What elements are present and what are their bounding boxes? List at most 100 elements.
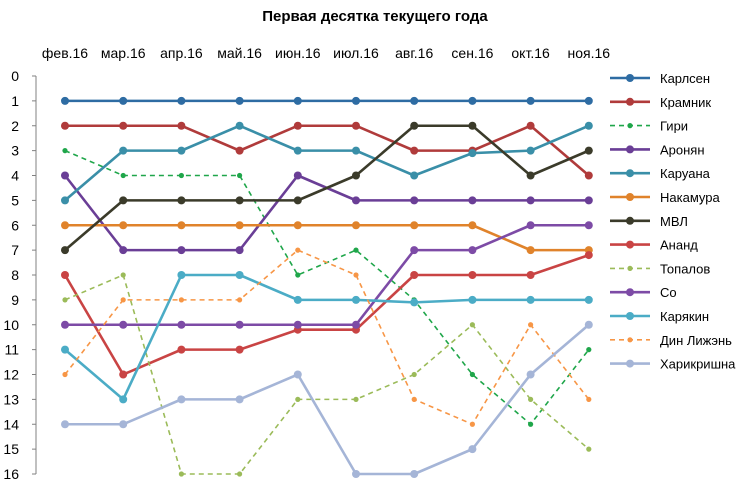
x-tick-label: май.16 — [217, 45, 262, 61]
series-7 — [61, 251, 593, 379]
y-tick-label: 12 — [3, 367, 19, 383]
legend-item: Со — [610, 285, 677, 300]
x-tick-label: мар.16 — [101, 45, 146, 61]
legend-item: Накамура — [610, 190, 720, 205]
series-line — [64, 273, 589, 401]
legend-item: МВЛ — [610, 214, 688, 229]
data-point — [237, 297, 243, 303]
series-lines — [61, 96, 593, 478]
legend-label: Каруана — [660, 166, 711, 181]
series-line — [65, 124, 590, 177]
data-point — [353, 396, 359, 402]
data-point — [235, 320, 244, 329]
data-point — [410, 470, 419, 478]
legend: Карлсен Крамник Гири Аронян Каруана Накамура М… — [610, 71, 736, 372]
data-point — [61, 246, 69, 255]
data-point — [119, 370, 128, 379]
data-point — [120, 172, 126, 179]
data-point — [120, 297, 126, 303]
x-tick-label: июл.16 — [333, 45, 379, 61]
data-point — [352, 470, 360, 478]
data-point — [295, 247, 301, 253]
data-point — [526, 221, 535, 230]
series-10 — [61, 271, 593, 404]
x-tick-label: июн.16 — [275, 45, 321, 61]
data-point — [61, 271, 69, 279]
data-point — [62, 148, 68, 154]
x-tick-label: апр.16 — [160, 45, 203, 61]
x-tick-label: авг.16 — [395, 45, 433, 61]
data-point — [468, 271, 477, 279]
data-point — [178, 297, 184, 303]
data-point — [410, 171, 419, 180]
data-point — [293, 146, 302, 155]
data-point — [352, 146, 360, 155]
y-tick-label: 6 — [11, 217, 19, 233]
data-point — [410, 96, 419, 105]
data-point — [526, 171, 535, 180]
data-point — [410, 196, 419, 205]
legend-item: Карякин — [610, 309, 709, 324]
y-tick-label: 4 — [11, 168, 19, 184]
data-point — [177, 246, 186, 255]
data-point — [235, 221, 244, 230]
legend-swatch-marker — [627, 265, 633, 271]
series-8 — [62, 272, 592, 477]
data-point — [526, 271, 535, 279]
data-point — [584, 121, 593, 130]
data-point — [586, 347, 592, 353]
data-point — [352, 295, 360, 304]
data-point — [526, 246, 535, 255]
data-point — [237, 172, 243, 179]
data-point — [352, 221, 360, 230]
data-point — [468, 149, 477, 158]
data-point — [352, 320, 360, 329]
legend-swatch-marker — [626, 193, 634, 201]
legend-label: Харикришна — [660, 357, 736, 372]
legend-swatch-marker — [626, 145, 634, 154]
y-tick-label: 0 — [11, 68, 19, 84]
data-point — [584, 295, 593, 304]
data-point — [235, 246, 244, 255]
legend-label: Карякин — [660, 309, 709, 324]
series-0 — [61, 96, 593, 105]
data-point — [352, 196, 360, 205]
data-point — [235, 196, 244, 205]
data-point — [468, 196, 477, 205]
legend-item: Гири — [610, 119, 688, 134]
series-line — [64, 124, 590, 252]
data-point — [584, 171, 593, 180]
data-point — [119, 196, 128, 205]
data-point — [235, 395, 244, 404]
y-tick-label: 10 — [3, 317, 19, 333]
chart-title: Первая десятка текущего года — [262, 8, 488, 25]
legend-item: Харикришна — [610, 357, 736, 372]
legend-item: Ананд — [610, 238, 698, 253]
data-point — [584, 196, 593, 205]
data-point — [584, 221, 593, 230]
data-point — [119, 221, 128, 230]
data-point — [411, 371, 417, 378]
y-tick-label: 2 — [11, 118, 19, 134]
data-point — [468, 246, 477, 255]
data-point — [61, 221, 69, 230]
data-point — [120, 272, 126, 278]
series-12 — [61, 320, 593, 478]
series-line — [65, 223, 589, 327]
legend-label: МВЛ — [660, 214, 688, 229]
series-1 — [61, 121, 593, 180]
legend-item: Дин Лижэнь — [610, 333, 732, 348]
data-point — [177, 345, 186, 354]
series-line — [65, 323, 590, 476]
data-point — [177, 395, 186, 404]
x-tick-label: ноя.16 — [568, 45, 611, 61]
data-point — [526, 121, 535, 130]
series-line — [63, 253, 590, 376]
legend-swatch-marker — [627, 123, 633, 129]
data-point — [293, 320, 302, 329]
data-point — [352, 171, 360, 180]
series-line — [64, 274, 590, 475]
legend-swatch-marker — [626, 216, 634, 225]
y-tick-label: 15 — [3, 441, 19, 457]
